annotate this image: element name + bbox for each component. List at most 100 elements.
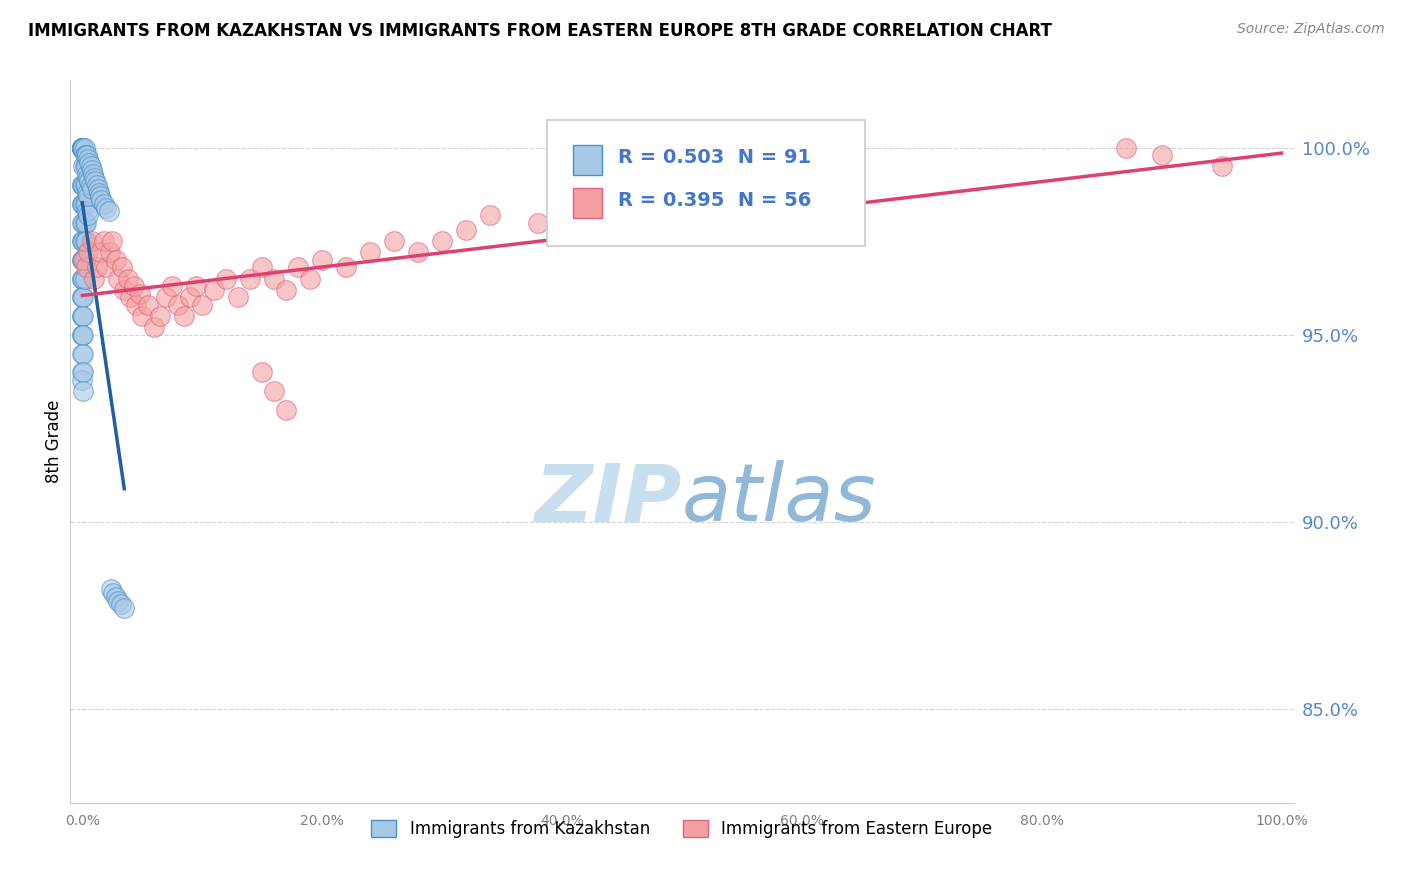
Point	[575, 196, 598, 211]
Point	[77, 208, 100, 222]
Point	[72, 196, 94, 211]
Point	[72, 215, 94, 229]
Point	[72, 384, 94, 398]
Point	[125, 298, 148, 312]
Point	[72, 215, 94, 229]
Point	[75, 215, 97, 229]
Point	[72, 178, 94, 193]
Point	[89, 245, 111, 260]
Point	[73, 160, 96, 174]
Point	[107, 271, 129, 285]
Point	[75, 196, 97, 211]
Point	[98, 245, 121, 260]
Point	[72, 327, 94, 342]
Point	[73, 178, 96, 193]
Point	[72, 271, 94, 285]
Point	[107, 593, 129, 607]
Point	[79, 155, 101, 169]
Point	[479, 208, 502, 222]
Point	[191, 298, 214, 312]
Point	[335, 260, 357, 275]
Point	[72, 141, 94, 155]
Point	[72, 141, 94, 155]
Point	[73, 148, 96, 162]
Point	[276, 283, 298, 297]
Point	[122, 279, 145, 293]
Point	[75, 160, 97, 174]
Text: R = 0.395  N = 56: R = 0.395 N = 56	[619, 192, 811, 211]
Point	[79, 178, 101, 193]
Point	[112, 601, 135, 615]
Point	[72, 365, 94, 379]
Point	[93, 196, 115, 211]
Point	[406, 245, 429, 260]
Point	[96, 201, 118, 215]
Point	[167, 298, 190, 312]
Point	[77, 152, 100, 166]
Point	[215, 271, 238, 285]
Point	[72, 234, 94, 248]
Point	[299, 271, 322, 285]
Point	[430, 234, 453, 248]
Point	[83, 170, 105, 185]
Point	[131, 309, 153, 323]
Text: atlas: atlas	[682, 460, 877, 539]
Point	[276, 402, 298, 417]
Point	[75, 148, 97, 162]
Text: R = 0.503  N = 91: R = 0.503 N = 91	[619, 148, 811, 167]
Point	[86, 260, 108, 275]
Point	[77, 170, 100, 185]
Point	[72, 271, 94, 285]
Point	[101, 234, 124, 248]
Point	[72, 141, 94, 155]
Point	[72, 346, 94, 360]
Point	[202, 283, 225, 297]
Point	[72, 309, 94, 323]
Point	[72, 141, 94, 155]
Point	[72, 252, 94, 267]
Point	[1115, 141, 1137, 155]
Point	[72, 141, 94, 155]
Point	[72, 234, 94, 248]
Point	[186, 279, 208, 293]
Point	[359, 245, 381, 260]
Point	[311, 252, 333, 267]
FancyBboxPatch shape	[574, 145, 602, 175]
Point	[72, 327, 94, 342]
Point	[72, 309, 94, 323]
Point	[72, 196, 94, 211]
Point	[179, 290, 201, 304]
Point	[87, 186, 110, 200]
Point	[1211, 160, 1233, 174]
Point	[73, 215, 96, 229]
Point	[263, 271, 285, 285]
Point	[76, 148, 98, 162]
Point	[73, 196, 96, 211]
Point	[263, 384, 285, 398]
Point	[72, 141, 94, 155]
Point	[73, 271, 96, 285]
Point	[75, 178, 97, 193]
Point	[79, 160, 101, 174]
Point	[73, 234, 96, 248]
Point	[72, 373, 94, 387]
Point	[226, 290, 249, 304]
Point	[250, 260, 273, 275]
Point	[136, 298, 159, 312]
Point	[72, 141, 94, 155]
Point	[79, 174, 101, 188]
Point	[143, 320, 166, 334]
Point	[75, 234, 97, 248]
Point	[72, 290, 94, 304]
Point	[72, 141, 94, 155]
FancyBboxPatch shape	[547, 120, 866, 246]
Point	[96, 260, 118, 275]
Text: Source: ZipAtlas.com: Source: ZipAtlas.com	[1237, 22, 1385, 37]
Point	[72, 160, 94, 174]
Point	[287, 260, 309, 275]
Point	[104, 252, 127, 267]
Point	[97, 204, 120, 219]
Point	[77, 245, 100, 260]
Point	[120, 290, 142, 304]
Point	[72, 365, 94, 379]
